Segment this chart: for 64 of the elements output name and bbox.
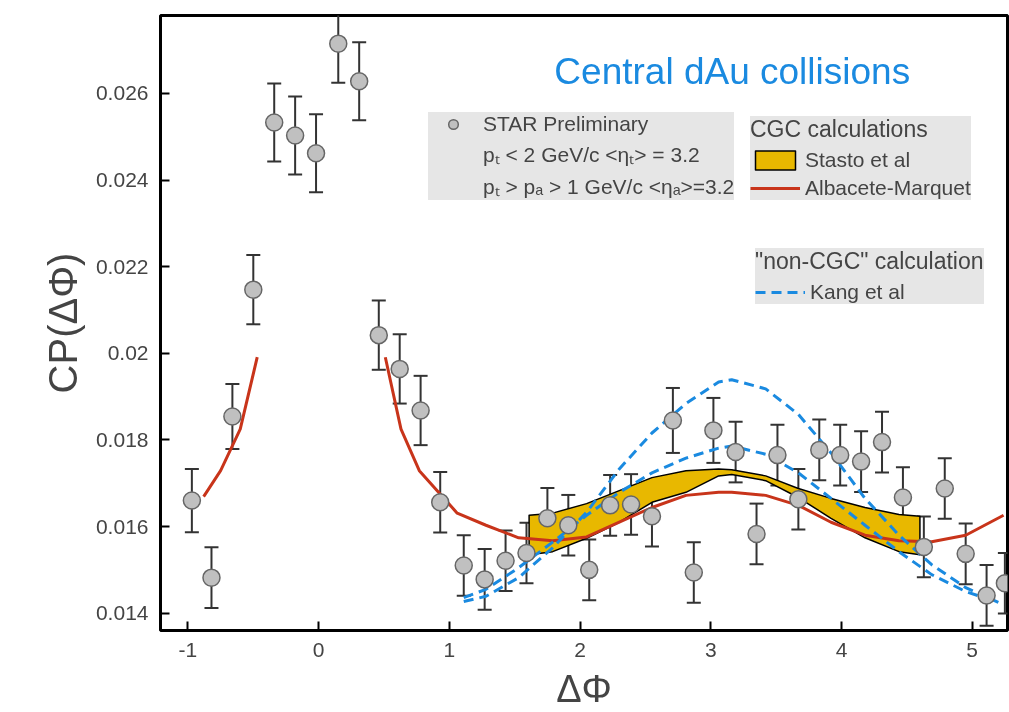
point — [851, 452, 871, 471]
point — [538, 509, 557, 528]
point — [349, 72, 369, 91]
y-tick-label: 0.024 — [95, 168, 149, 192]
point — [747, 524, 766, 544]
x-tick-label: 4 — [835, 637, 848, 661]
y-axis-title: CP(ΔΦ) — [40, 252, 85, 394]
y-tick-label: 0.016 — [95, 514, 149, 538]
y-tick-label: 0.014 — [95, 601, 149, 625]
point — [390, 359, 409, 379]
y-tick-label: 0.018 — [95, 427, 149, 451]
text: Central dAu collisions — [554, 51, 911, 93]
point — [830, 445, 850, 465]
point — [977, 586, 996, 605]
y-tick-label: 0.02 — [107, 341, 149, 365]
point — [914, 537, 934, 557]
x-tick-label: 3 — [704, 637, 717, 661]
point — [600, 496, 620, 515]
annotation: pₜ < 2 GeV/c <ηₜ> = 3.2 — [483, 142, 700, 168]
point — [768, 445, 787, 465]
point — [579, 560, 599, 580]
y-tick-label: 0.026 — [95, 81, 149, 105]
x-tick-label: 1 — [443, 637, 456, 661]
annotation: pₜ > pₐ > 1 GeV/c <ηₐ>=3.2 — [483, 174, 735, 200]
point — [430, 493, 450, 512]
point — [411, 401, 430, 420]
point — [182, 491, 202, 510]
annotation: "non-CGC" calculation — [755, 248, 984, 275]
point — [244, 280, 263, 299]
point — [223, 407, 242, 426]
point — [810, 440, 829, 460]
point — [559, 516, 578, 535]
legend-label: Stasto et al — [805, 148, 911, 172]
x-tick-label: -1 — [178, 637, 198, 661]
x-tick-label: 0 — [312, 637, 325, 661]
point — [264, 113, 284, 132]
y-tick-label: 0.022 — [95, 254, 149, 278]
point — [517, 543, 536, 563]
point — [475, 570, 494, 589]
point — [306, 143, 326, 163]
point — [956, 544, 975, 564]
point — [621, 495, 641, 514]
point — [704, 421, 723, 440]
point — [642, 506, 662, 526]
point — [329, 34, 348, 53]
legend-label: Kang et al — [810, 280, 905, 304]
point — [684, 563, 704, 582]
annotation: CGC calculations — [750, 116, 929, 143]
point — [935, 479, 955, 498]
x-tick-label: 2 — [574, 637, 586, 661]
point — [285, 126, 305, 145]
point — [872, 432, 892, 452]
point — [496, 551, 515, 570]
point — [202, 568, 221, 587]
point — [454, 556, 473, 575]
legend-label: STAR Preliminary — [483, 112, 649, 136]
legend-label: Albacete-Marquet — [805, 176, 971, 200]
point — [663, 411, 683, 430]
x-tick-label: 5 — [966, 637, 979, 661]
x-axis-title: ΔΦ — [556, 667, 612, 710]
point — [893, 488, 913, 507]
point — [369, 325, 389, 345]
point — [789, 490, 808, 509]
point — [726, 442, 745, 462]
